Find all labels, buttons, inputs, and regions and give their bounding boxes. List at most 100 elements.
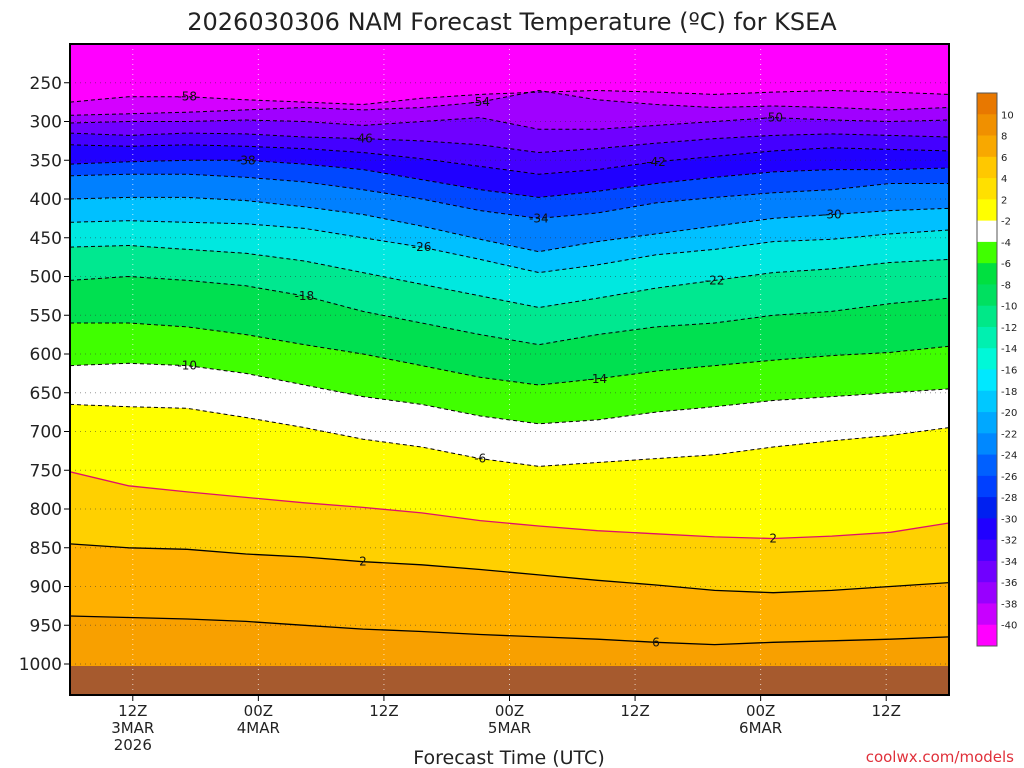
colorbar-label: -20 xyxy=(1001,408,1017,419)
contour-label: -30 xyxy=(822,208,842,222)
colorbar-label: -12 xyxy=(1001,323,1017,334)
colorbar-swatch xyxy=(977,284,997,307)
temperature-band xyxy=(70,133,949,175)
y-tick-label: 750 xyxy=(30,461,62,481)
x-tick-label: 4MAR xyxy=(237,719,280,737)
contour-line xyxy=(70,244,949,309)
temperature-band xyxy=(70,174,949,252)
colorbar-label: -22 xyxy=(1001,429,1017,440)
colorbar-label: -16 xyxy=(1001,366,1017,377)
y-tick-label: 400 xyxy=(30,190,62,210)
x-tick-label: 00Z xyxy=(495,702,524,720)
colorbar-label: -6 xyxy=(1001,259,1011,270)
colorbar-label: -2 xyxy=(1001,217,1011,228)
y-tick-label: 650 xyxy=(30,384,62,404)
colorbar-label: -4 xyxy=(1001,238,1011,249)
colorbar-label: -14 xyxy=(1001,344,1017,355)
x-tick-label: 12Z xyxy=(620,702,649,720)
colorbar-swatch xyxy=(977,454,997,477)
colorbar-swatch xyxy=(977,241,997,264)
colorbar-swatch xyxy=(977,603,997,626)
contour-label: -6 xyxy=(474,452,486,466)
contour-label: -10 xyxy=(177,359,197,373)
colorbar-swatch xyxy=(977,433,997,455)
colorbar-swatch xyxy=(977,305,997,328)
colorbar-label: -34 xyxy=(1001,557,1017,568)
temperature-band xyxy=(70,245,949,345)
colorbar-label: 10 xyxy=(1001,110,1014,121)
colorbar-label: -36 xyxy=(1001,578,1017,589)
colorbar-label: -32 xyxy=(1001,536,1017,547)
colorbar-swatch xyxy=(977,220,997,243)
contour-line xyxy=(70,471,949,540)
contour-label: -14 xyxy=(588,372,608,386)
colorbar-label: -28 xyxy=(1001,493,1017,504)
contour-line xyxy=(70,144,949,175)
contour-label: -54 xyxy=(470,95,490,109)
colorbar-swatch xyxy=(977,93,997,115)
y-tick-label: 550 xyxy=(30,306,62,326)
x-tick-label: 2026 xyxy=(114,736,152,754)
colorbar-label: -26 xyxy=(1001,472,1017,483)
colorbar-label: -38 xyxy=(1001,599,1017,610)
colorbar-swatch xyxy=(977,539,997,562)
temperature-band xyxy=(70,323,949,424)
colorbar-swatch xyxy=(977,475,997,498)
temperature-band xyxy=(70,220,949,308)
y-tick-label: 800 xyxy=(30,500,62,520)
colorbar-label: 2 xyxy=(1001,195,1007,206)
colorbar-swatch xyxy=(977,348,997,370)
temperature-band xyxy=(70,276,949,385)
colorbar-swatch xyxy=(977,412,997,434)
colorbar-label: 8 xyxy=(1001,132,1007,143)
contour-line xyxy=(70,362,949,425)
plot-area: -58 -54 -50 -46 -42 -38 -34 -30 -26 -22 -18 -14 -10 -… xyxy=(70,44,949,695)
y-tick-label: 250 xyxy=(30,74,62,94)
colorbar-swatch xyxy=(977,582,997,604)
colorbar-swatch xyxy=(977,560,997,583)
credit-text[interactable]: coolwx.com/models xyxy=(866,748,1014,766)
colorbar-frame xyxy=(976,92,998,647)
contour-label: -58 xyxy=(177,90,197,104)
colorbar-label: -10 xyxy=(1001,302,1017,313)
contour-line xyxy=(70,543,949,594)
contour-line xyxy=(70,615,949,646)
temperature-band xyxy=(70,197,949,273)
y-tick-label: 1000 xyxy=(19,655,62,675)
colorbar-label: -40 xyxy=(1001,621,1017,632)
colorbar-swatch xyxy=(977,497,997,519)
contour-label: -50 xyxy=(763,111,783,125)
contour-label: -46 xyxy=(353,132,373,146)
colorbar-label: -8 xyxy=(1001,280,1011,291)
x-tick-label: 6MAR xyxy=(739,719,782,737)
colorbar-swatch xyxy=(977,178,997,200)
contour-label: -22 xyxy=(705,273,725,287)
contour-label: 2 xyxy=(359,555,367,569)
temperature-band xyxy=(70,90,949,116)
y-tick-label: 600 xyxy=(30,345,62,365)
colorbar-label: 4 xyxy=(1001,174,1007,185)
x-tick-label: 5MAR xyxy=(488,719,531,737)
x-tick-label: 00Z xyxy=(746,702,775,720)
colorbar-swatch xyxy=(977,390,997,413)
x-tick-label: 3MAR xyxy=(111,719,154,737)
colorbar-swatch xyxy=(977,263,997,285)
colorbar-swatch xyxy=(977,624,997,647)
y-tick-label: 900 xyxy=(30,578,62,598)
contour-line xyxy=(70,173,949,219)
contour-label: 2 xyxy=(769,531,777,545)
colorbar-label: -18 xyxy=(1001,387,1017,398)
colorbar-swatch xyxy=(977,199,997,222)
x-tick-label: 12Z xyxy=(118,702,147,720)
contour-line xyxy=(70,403,949,467)
contour-label: -34 xyxy=(529,211,549,225)
colorbar-swatch xyxy=(977,518,997,541)
temperature-band xyxy=(70,160,949,219)
y-tick-label: 450 xyxy=(30,229,62,249)
x-tick-label: 12Z xyxy=(369,702,398,720)
x-axis-label: Forecast Time (UTC) xyxy=(413,747,604,768)
contour-line xyxy=(70,220,949,274)
colorbar-swatch xyxy=(977,326,997,349)
colorbar-label: 6 xyxy=(1001,153,1007,164)
y-tick-label: 700 xyxy=(30,423,62,443)
